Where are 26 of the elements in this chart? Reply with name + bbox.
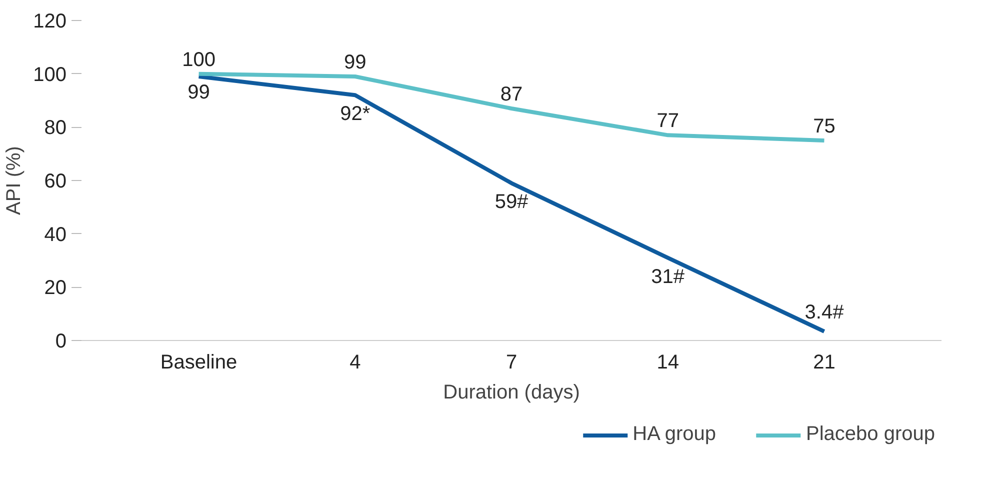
x-tick-label: Baseline (160, 352, 238, 374)
y-tick-label: 80 (44, 117, 67, 140)
x-tick-label: 7 (506, 352, 518, 374)
x-tick-label: 14 (656, 352, 679, 374)
data-label: 77 (656, 110, 679, 132)
x-tick-label: 4 (350, 352, 361, 374)
data-label: 100 (182, 48, 216, 71)
data-label: 3.4# (804, 301, 845, 324)
y-tick-label: 0 (55, 330, 66, 352)
x-axis-title: Duration (days) (443, 382, 580, 404)
legend-label: HA group (632, 423, 716, 446)
data-label: 99 (188, 82, 210, 104)
y-tick-label: 40 (44, 224, 67, 246)
legend-label: Placebo group (806, 423, 935, 446)
y-tick-label: 60 (44, 170, 67, 192)
y-axis-title: API (%) (3, 146, 26, 215)
data-label: 59# (494, 191, 530, 214)
data-label: 87 (500, 84, 523, 106)
data-label: 75 (813, 116, 836, 138)
data-label: 92* (340, 103, 370, 126)
y-tick-label: 100 (33, 64, 67, 86)
y-tick-label: 20 (44, 277, 67, 300)
data-label: 99 (344, 52, 366, 74)
y-tick-label: 120 (33, 10, 67, 32)
x-tick-label: 21 (813, 352, 836, 374)
data-label: 31# (651, 266, 686, 288)
